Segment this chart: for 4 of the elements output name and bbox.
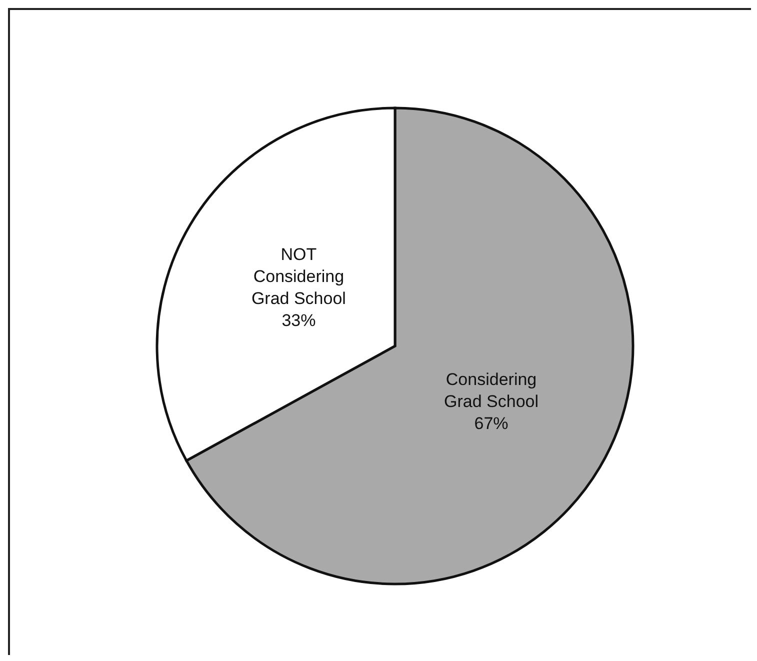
data-label: 33% (282, 312, 316, 331)
data-label: 67% (474, 414, 508, 434)
slice-label: Considering Grad School (444, 370, 539, 412)
slice-label: NOT Considering Grad School (251, 246, 346, 309)
